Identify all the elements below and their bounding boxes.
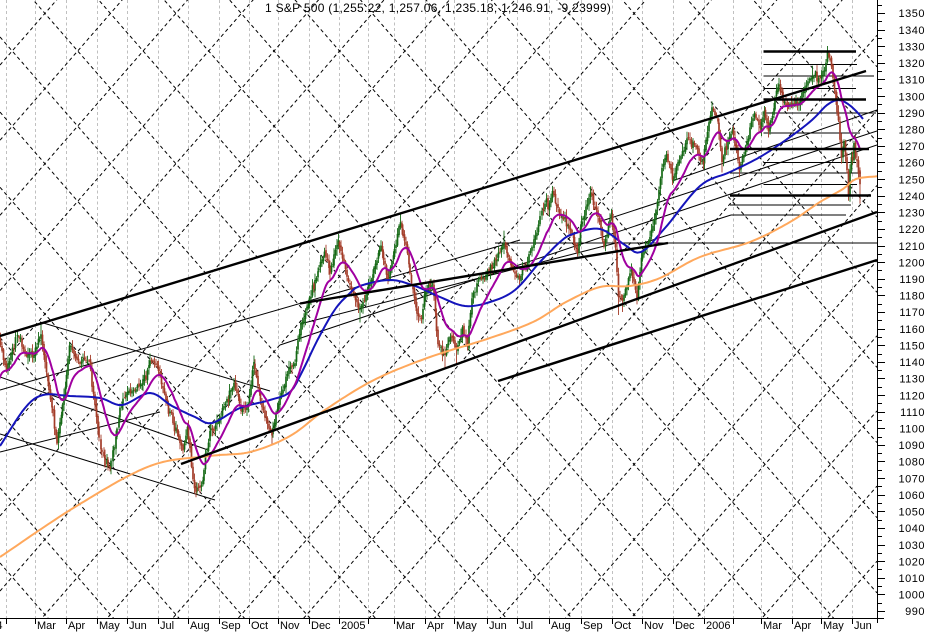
- svg-text:1240: 1240: [899, 191, 925, 203]
- svg-text:Jun: Jun: [489, 620, 507, 632]
- svg-text:1000: 1000: [899, 590, 925, 602]
- svg-text:Sep: Sep: [221, 620, 241, 632]
- svg-text:Mar: Mar: [37, 620, 56, 632]
- svg-text:Oct: Oct: [251, 620, 268, 632]
- svg-text:1120: 1120: [899, 390, 925, 402]
- svg-text:Nov: Nov: [644, 620, 664, 632]
- svg-text:Nov: Nov: [280, 620, 300, 632]
- svg-text:Apr: Apr: [68, 620, 85, 632]
- svg-text:Jul: Jul: [519, 620, 533, 632]
- svg-text:Aug: Aug: [551, 620, 571, 632]
- svg-text:990: 990: [905, 606, 925, 618]
- svg-text:Oct: Oct: [614, 620, 631, 632]
- svg-text:1280: 1280: [899, 125, 925, 137]
- svg-text:Sep: Sep: [583, 620, 603, 632]
- svg-text:1150: 1150: [899, 340, 925, 352]
- svg-text:2005: 2005: [341, 620, 365, 632]
- svg-text:1100: 1100: [899, 424, 925, 436]
- svg-text:Jun: Jun: [129, 620, 147, 632]
- svg-text:1030: 1030: [899, 540, 925, 552]
- svg-text:Apr: Apr: [794, 620, 811, 632]
- svg-text:1270: 1270: [899, 141, 925, 153]
- svg-text:May: May: [456, 620, 477, 632]
- svg-text:1010: 1010: [899, 573, 925, 585]
- svg-text:Dec: Dec: [675, 620, 695, 632]
- svg-text:1350: 1350: [899, 8, 925, 20]
- svg-text:1210: 1210: [899, 241, 925, 253]
- svg-text:1180: 1180: [899, 291, 925, 303]
- svg-text:1340: 1340: [899, 25, 925, 37]
- svg-text:Mar: Mar: [763, 620, 782, 632]
- svg-text:1330: 1330: [899, 41, 925, 53]
- svg-text:Aug: Aug: [190, 620, 210, 632]
- svg-text:Apr: Apr: [427, 620, 444, 632]
- svg-text:May: May: [99, 620, 120, 632]
- svg-text:1200: 1200: [899, 257, 925, 269]
- svg-text:1310: 1310: [899, 75, 925, 87]
- svg-text:1260: 1260: [899, 158, 925, 170]
- svg-text:2004: 2004: [0, 620, 2, 632]
- svg-text:1020: 1020: [899, 556, 925, 568]
- svg-text:Mar: Mar: [396, 620, 415, 632]
- svg-text:1040: 1040: [899, 523, 925, 535]
- svg-text:1160: 1160: [899, 324, 925, 336]
- svg-text:1070: 1070: [899, 473, 925, 485]
- svg-text:1290: 1290: [899, 108, 925, 120]
- svg-text:1140: 1140: [899, 357, 925, 369]
- svg-text:1050: 1050: [899, 507, 925, 519]
- svg-text:1220: 1220: [899, 224, 925, 236]
- svg-text:May: May: [823, 620, 844, 632]
- svg-text:1110: 1110: [900, 407, 925, 419]
- svg-text:Jun: Jun: [854, 620, 872, 632]
- svg-text:1320: 1320: [899, 58, 925, 70]
- svg-text:2006: 2006: [706, 620, 730, 632]
- svg-text:1130: 1130: [899, 374, 925, 386]
- svg-text:1090: 1090: [899, 440, 925, 452]
- svg-text:1250: 1250: [899, 174, 925, 186]
- svg-text:1190: 1190: [899, 274, 925, 286]
- svg-text:1300: 1300: [899, 91, 925, 103]
- svg-text:Dec: Dec: [311, 620, 331, 632]
- svg-text:1230: 1230: [899, 208, 925, 220]
- svg-text:1170: 1170: [899, 307, 925, 319]
- svg-text:Jul: Jul: [160, 620, 174, 632]
- svg-text:1080: 1080: [899, 457, 925, 469]
- svg-text:1 S&P 500 (1,255.22, 1,257.06,: 1 S&P 500 (1,255.22, 1,257.06, 1,235.18,…: [265, 1, 611, 15]
- svg-text:1060: 1060: [899, 490, 925, 502]
